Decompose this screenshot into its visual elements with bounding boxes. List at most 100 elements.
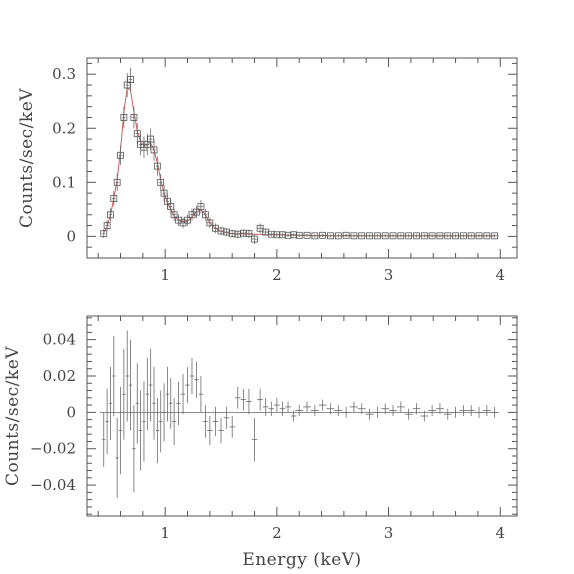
data-point [428, 405, 437, 416]
data-point [234, 230, 242, 238]
data-point [150, 139, 158, 161]
square-marker [459, 232, 467, 240]
square-marker [290, 231, 298, 239]
data-point [475, 406, 483, 418]
square-marker [167, 203, 175, 211]
data-point [389, 232, 397, 240]
square-marker [228, 230, 236, 238]
data-point [373, 406, 382, 418]
data-point [100, 229, 108, 238]
data-point [184, 214, 191, 226]
square-marker [389, 232, 397, 240]
data-point [443, 408, 452, 420]
data-point [251, 417, 258, 462]
x-tick-label: 4 [495, 524, 505, 542]
data-point [357, 232, 366, 240]
square-marker [311, 232, 319, 240]
square-marker [100, 230, 108, 238]
data-point [279, 231, 286, 239]
data-point [185, 366, 190, 404]
data-point [396, 232, 405, 240]
data-point [256, 223, 264, 234]
data-point [459, 405, 468, 416]
data-point [217, 226, 225, 236]
data-point [107, 208, 114, 222]
data-point [120, 106, 128, 129]
x-tick-label: 3 [384, 524, 394, 542]
data-point [436, 403, 444, 415]
data-point [171, 397, 177, 446]
x-tick-label: 3 [384, 266, 394, 284]
y-tick-label: 0.04 [43, 331, 76, 349]
data-point [197, 200, 205, 214]
data-point [482, 232, 491, 240]
square-marker [217, 227, 225, 235]
data-point [279, 401, 286, 416]
y-tick-label: 0.02 [43, 367, 76, 385]
data-point [334, 232, 343, 240]
residuals-y-axis-label: Counts/sec/keV [3, 346, 23, 486]
square-marker [295, 231, 303, 239]
data-point [105, 388, 109, 455]
residuals-panel: 1 2 3 4 0.04 0.02 0 −0.02 −0.04 Counts/sec/keV E… [3, 315, 518, 570]
model-curve [103, 86, 495, 237]
data-point [229, 416, 235, 438]
square-marker [397, 232, 405, 240]
square-marker [223, 228, 231, 236]
data-point [103, 220, 111, 231]
square-marker [153, 162, 161, 170]
data-point [203, 405, 208, 438]
x-axis-label: Energy (keV) [242, 550, 361, 570]
data-point [274, 397, 280, 413]
data-point [251, 234, 258, 244]
data-point [284, 231, 292, 239]
data-point [295, 405, 304, 416]
data-point [436, 232, 444, 240]
data-point [180, 374, 186, 415]
square-marker [342, 231, 350, 239]
square-marker [234, 230, 242, 238]
square-marker [245, 230, 253, 238]
data-point [482, 405, 491, 416]
square-marker [350, 232, 358, 240]
square-marker [120, 114, 128, 121]
data-point [334, 405, 343, 416]
data-point [234, 386, 241, 409]
data-point [404, 232, 413, 240]
data-point [130, 106, 138, 129]
y-tick-label: −0.02 [30, 440, 76, 458]
data-point [206, 217, 214, 229]
data-point [145, 357, 149, 431]
data-point [223, 406, 230, 429]
data-point [142, 381, 146, 462]
data-point [162, 383, 166, 442]
square-marker [206, 219, 214, 227]
data-point [467, 232, 476, 240]
square-marker [256, 224, 264, 232]
data-point [373, 232, 382, 240]
square-marker [413, 232, 420, 240]
data-point [262, 228, 270, 236]
data-point [201, 208, 209, 221]
data-point [128, 339, 133, 431]
square-marker [130, 114, 138, 121]
data-point [389, 405, 397, 416]
square-marker [157, 178, 165, 186]
square-marker [366, 232, 373, 240]
data-point [257, 388, 263, 411]
x-tick-label: 2 [272, 524, 282, 542]
data-point [165, 366, 170, 422]
data-point [350, 232, 358, 240]
data-point [303, 401, 311, 413]
data-point [412, 403, 421, 415]
data-point [127, 67, 134, 92]
data-point [194, 361, 199, 398]
square-marker [117, 151, 124, 159]
square-marker [420, 232, 428, 240]
data-point [404, 408, 413, 420]
data-point [223, 228, 231, 236]
data-point [110, 190, 118, 207]
data-point [285, 401, 291, 413]
data-point [212, 406, 219, 436]
residuals-data [102, 330, 499, 498]
